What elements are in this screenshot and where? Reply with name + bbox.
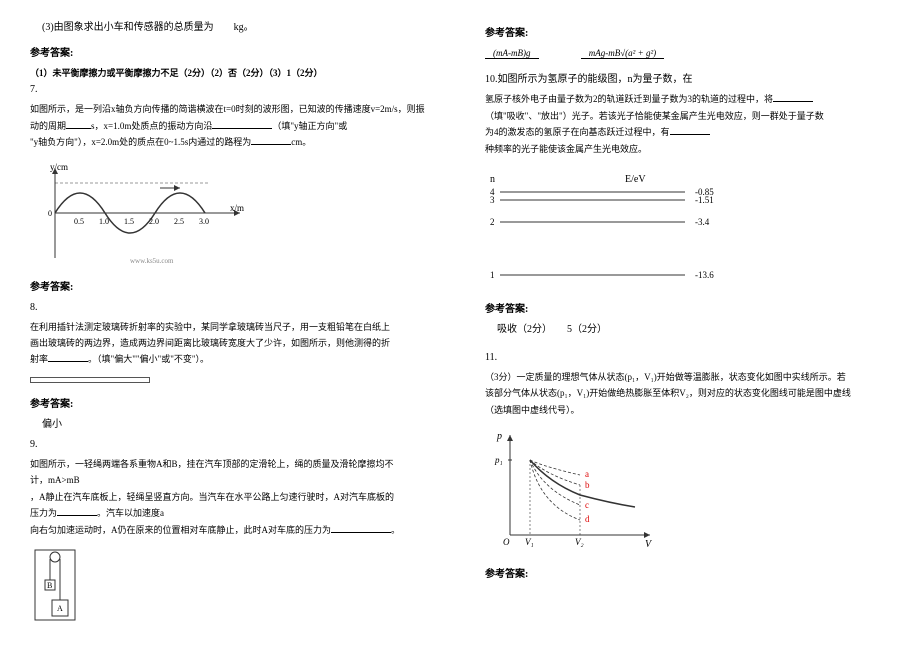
answer-label-1: 参考答案:: [30, 46, 435, 62]
q10-line4: 为4的激发态的氢原子在向基态跃迁过程中，有: [485, 125, 890, 139]
formula-2: mAg-mB√(a² + g²): [581, 48, 664, 59]
q9-line1: 如图所示，一轻绳两端各系重物A和B，挂在汽车顶部的定滑轮上，绳的质量及滑轮摩擦均…: [30, 457, 435, 471]
svg-text:www.ks5u.com: www.ks5u.com: [130, 257, 174, 265]
blank: [57, 506, 97, 516]
q7-line1: 如图所示，是一列沿x轴负方向传播的简谐横波在t=0时刻的波形图，已知波的传播速度…: [30, 102, 435, 116]
q9-line4: 压力为 。汽车以加速度a: [30, 506, 435, 520]
answer-label-2: 参考答案:: [30, 280, 435, 296]
answer-1-text: （1）未平衡摩擦力或平衡摩擦力不足（2分）（2）否（2分）（3）1（2分）: [30, 66, 435, 80]
q9-l5b: 。: [391, 525, 400, 535]
lvl-e-3: -13.6: [695, 270, 714, 280]
n-header: n: [490, 174, 495, 185]
q11-line1: （3分）一定质量的理想气体从状态(p₁，V₁)开始做等温膨胀，状态变化如图中实线…: [485, 370, 890, 384]
blank: [66, 119, 91, 129]
ans1-content: （1）未平衡摩擦力或平衡摩擦力不足（2分）（2）否（2分）（3）1（2分）: [30, 68, 323, 78]
svg-text:O: O: [503, 537, 510, 547]
answer-label-3: 参考答案:: [30, 397, 435, 413]
q7-number: 7.: [30, 82, 435, 98]
answer-label-5: 参考答案:: [485, 302, 890, 318]
q3-text: (3)由图象求出小车和传感器的总质量为 kg。: [42, 20, 435, 36]
q9-l4a: 压力为: [30, 508, 57, 518]
pv-v1: V₁: [525, 537, 534, 547]
lvl-n-2: 2: [490, 217, 495, 227]
q8-answer: 偏小: [42, 417, 435, 433]
curve-d: d: [585, 514, 590, 524]
curve-c: c: [585, 500, 589, 510]
pulley-b-label: B: [47, 581, 52, 590]
q10-line2: 氢原子核外电子由量子数为2的轨道跃迁到量子数为3的轨道的过程中，将: [485, 92, 890, 106]
q7-l2b: s，x=1.0m处质点的振动方向沿: [91, 121, 212, 131]
svg-text:x/m: x/m: [230, 203, 244, 213]
pulley-a-label: A: [57, 604, 63, 613]
blank: [212, 119, 272, 129]
pv-diagram: p V O p₁ V₁ V₂ a b c d: [485, 425, 890, 555]
q9-number: 9.: [30, 437, 435, 453]
e-header: E/eV: [625, 174, 646, 185]
xtick-2: 1.5: [124, 217, 134, 226]
q10-answer: 吸收（2分） 5（2分）: [497, 322, 890, 338]
q7-line3: "y轴负方向"），x=2.0m处的质点在0~1.5s内通过的路程为 cm。: [30, 135, 435, 149]
q9-l4b: 。汽车以加速度a: [97, 508, 164, 518]
q7-line2: 动的周期 s，x=1.0m处质点的振动方向沿 （填"y轴正方向"或: [30, 119, 435, 133]
lvl-n-3: 1: [490, 270, 495, 280]
q10-l4: 为4的激发态的氢原子在向基态跃迁过程中，有: [485, 127, 670, 137]
q8-l3b: 。（填"偏大""偏小"或"不变"）。: [88, 354, 209, 364]
lvl-e-2: -3.4: [695, 217, 710, 227]
wave-ylabel: y/cm: [50, 162, 68, 172]
q11-line2: 该部分气体从状态(p₁，V₁)开始做绝热膨胀至体积V₂，则对应的状态变化图线可能…: [485, 386, 890, 400]
left-column: (3)由图象求出小车和传感器的总质量为 kg。 参考答案: （1）未平衡摩擦力或…: [30, 20, 435, 631]
blank: [670, 125, 710, 135]
xtick-1: 1.0: [99, 217, 109, 226]
xtick-0: 0.5: [74, 217, 84, 226]
pv-ylabel: p: [496, 431, 502, 442]
blank: [48, 352, 88, 362]
q9-line2: 计，mA>mB: [30, 473, 435, 487]
q11-number: 11.: [485, 350, 890, 366]
q9-l5a: 向右匀加速运动时，A仍在原来的位置相对车底静止，此时A对车底的压力为: [30, 525, 331, 535]
q10-line1: 10.如图所示为氢原子的能级图，n为量子数，在: [485, 72, 890, 88]
xtick-5: 3.0: [199, 217, 209, 226]
blank: [331, 523, 391, 533]
q10-line5: 种频率的光子能使该金属产生光电效应。: [485, 142, 890, 156]
q8-number: 8.: [30, 300, 435, 316]
q10-line3: （填"吸收"、"放出"）光子。若该光子恰能使某金属产生光电效应，则一群处于量子数: [485, 109, 890, 123]
lvl-e-1: -1.51: [695, 195, 714, 205]
blank: [773, 92, 813, 102]
answer-label-4: 参考答案:: [485, 26, 890, 42]
q9-answer-formulas: (mA-mB)g mAg-mB√(a² + g²): [485, 46, 890, 60]
q9-line3: ，A静止在汽车底板上，轻绳呈竖直方向。当汽车在水平公路上匀速行驶时，A对汽车底板…: [30, 490, 435, 504]
pv-p1: p₁: [494, 455, 503, 465]
curve-a: a: [585, 469, 589, 479]
pv-xlabel: V: [645, 539, 653, 550]
q7-l3a: "y轴负方向"），x=2.0m处的质点在0~1.5s内通过的路程为: [30, 137, 251, 147]
q8-line2: 画出玻璃砖的两边界，造成两边界间距离比玻璃砖宽度大了少许，如图所示，则他测得的折: [30, 336, 435, 350]
wave-diagram: y/cm x/m 0 0.5 1.0 1.5 2.0 2.5 3.0 www.k…: [30, 158, 435, 268]
right-column: 参考答案: (mA-mB)g mAg-mB√(a² + g²) 10.如图所示为…: [485, 20, 890, 631]
q8-line1: 在利用插针法测定玻璃砖折射率的实验中，某同学拿玻璃砖当尺子，用一支粗铅笔在白纸上: [30, 320, 435, 334]
glass-brick-diagram: [30, 377, 150, 383]
xtick-4: 2.5: [174, 217, 184, 226]
lvl-n-1: 3: [490, 195, 495, 205]
svg-text:0: 0: [48, 209, 52, 218]
q10-l2: 氢原子核外电子由量子数为2的轨道跃迁到量子数为3的轨道的过程中，将: [485, 94, 773, 104]
pv-v2: V₂: [575, 537, 584, 547]
pulley-diagram: B A: [30, 545, 435, 625]
q7-l3b: cm。: [291, 137, 311, 147]
energy-level-diagram: n E/eV 4 -0.85 3 -1.51 2 -3.4 1 -13.6: [485, 170, 890, 290]
blank: [251, 135, 291, 145]
q7-l2c: （填"y轴正方向"或: [272, 121, 347, 131]
xtick-3: 2.0: [149, 217, 159, 226]
q8-line3: 射率 。（填"偏大""偏小"或"不变"）。: [30, 352, 435, 366]
q7-l2a: 动的周期: [30, 121, 66, 131]
q11-line3: （选填图中虚线代号）。: [485, 403, 890, 417]
formula-1: (mA-mB)g: [485, 48, 539, 59]
q9-line5: 向右匀加速运动时，A仍在原来的位置相对车底静止，此时A对车底的压力为 。: [30, 523, 435, 537]
curve-b: b: [585, 480, 590, 490]
answer-label-6: 参考答案:: [485, 567, 890, 583]
q8-l3a: 射率: [30, 354, 48, 364]
